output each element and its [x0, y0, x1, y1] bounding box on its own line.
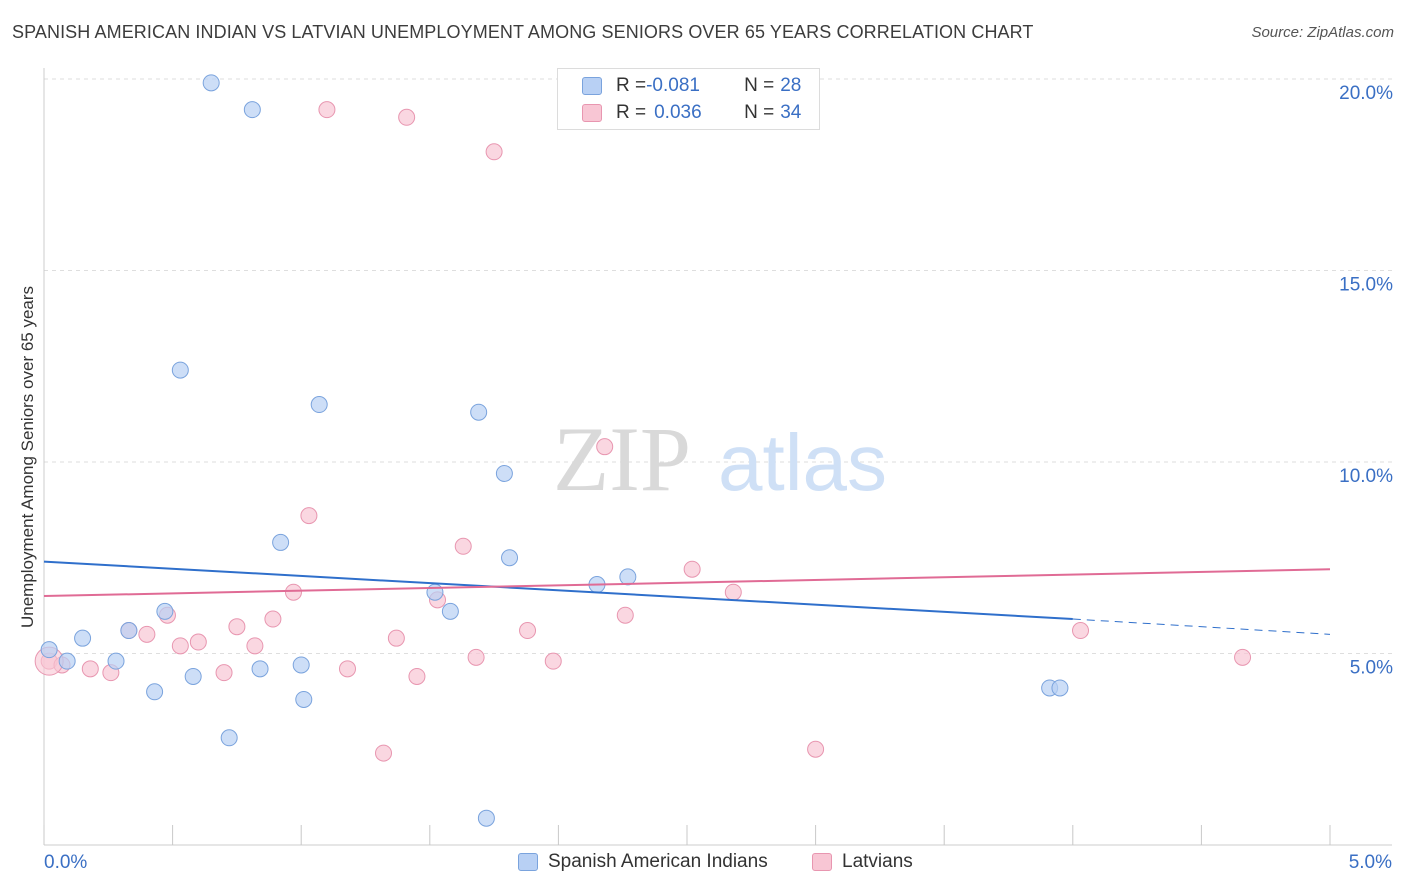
- spanish-american-indians-point: [477, 809, 495, 827]
- y-tick-label: 20.0%: [1339, 83, 1393, 104]
- series-legend-spanish-american-indians: Spanish American Indians: [518, 851, 768, 873]
- spanish-american-indians-point: [40, 641, 58, 659]
- legend-r-label: R =: [616, 75, 647, 96]
- latvians-point: [454, 537, 472, 555]
- latvians-point: [467, 648, 485, 666]
- spanish-american-indians-point: [1051, 679, 1069, 697]
- spanish-american-indians-point: [220, 729, 238, 747]
- latvians-point: [264, 610, 282, 628]
- latvians-point: [338, 660, 356, 678]
- spanish-american-indians-point: [501, 549, 519, 567]
- spanish-american-indians-trend-extension: [1072, 618, 1331, 635]
- correlation-legend: R = -0.081 N = 28 R = 0.036 N = 34: [557, 68, 820, 130]
- spanish-american-indians-point: [156, 602, 174, 620]
- x-tick-label-min: 0.0%: [44, 852, 88, 873]
- spanish-american-indians-point: [58, 652, 76, 670]
- latvians-point: [189, 633, 207, 651]
- legend-n-value: 28: [780, 75, 802, 96]
- legend-row-pink: R = 0.036 N = 34: [582, 101, 801, 125]
- legend-r-value: -0.081: [646, 75, 700, 96]
- spanish-american-indians-point: [146, 683, 164, 701]
- latvians-point: [318, 101, 336, 119]
- spanish-american-indians-point: [310, 396, 328, 414]
- spanish-american-indians-point: [441, 602, 459, 620]
- legend-swatch-pink: [582, 104, 602, 122]
- watermark-zip: ZIP: [553, 408, 691, 510]
- latvians-point: [387, 629, 405, 647]
- latvians-point: [724, 583, 742, 601]
- latvians-point: [616, 606, 634, 624]
- source-label: Source: ZipAtlas.com: [1251, 24, 1394, 41]
- spanish-american-indians-point: [292, 656, 310, 674]
- spanish-american-indians-point: [470, 403, 488, 421]
- watermark-atlas: atlas: [718, 418, 887, 507]
- spanish-american-indians-point: [107, 652, 125, 670]
- series-legend-latvians: Latvians: [812, 851, 913, 873]
- y-tick-labels: 5.0% 10.0% 15.0% 20.0%: [1339, 83, 1393, 679]
- spanish-american-indians-point: [74, 629, 92, 647]
- chart-title: SPANISH AMERICAN INDIAN VS LATVIAN UNEMP…: [12, 22, 1034, 42]
- latvians-point: [408, 667, 426, 685]
- latvians-point: [596, 438, 614, 456]
- gridlines: [44, 78, 1392, 654]
- latvians-point: [1234, 648, 1252, 666]
- spanish-american-indians-point: [120, 622, 138, 640]
- legend-r-value: 0.036: [654, 102, 702, 123]
- spanish-american-indians-point: [272, 533, 290, 551]
- spanish-american-indians-trend-line: [43, 560, 1073, 621]
- latvians-point: [485, 143, 503, 161]
- latvians-point: [375, 744, 393, 762]
- latvians-trend-line: [43, 568, 1331, 598]
- spanish-american-indians-point: [184, 667, 202, 685]
- latvians-point: [519, 622, 537, 640]
- spanish-american-indians-point: [295, 690, 313, 708]
- latvians-point: [398, 108, 416, 126]
- latvians-point: [215, 664, 233, 682]
- latvians-point: [138, 625, 156, 643]
- watermark: ZIP atlas: [553, 408, 887, 510]
- spanish-american-indians-points: [40, 74, 1069, 827]
- spanish-american-indians-point: [243, 101, 261, 119]
- legend-n-label: N =: [744, 75, 775, 96]
- latvians-point: [1072, 622, 1090, 640]
- spanish-american-indians-point: [202, 74, 220, 92]
- spanish-american-indians-point: [171, 361, 189, 379]
- latvians-point: [81, 660, 99, 678]
- spanish-american-indians-point: [251, 660, 269, 678]
- latvians-point: [300, 507, 318, 525]
- series-swatch-blue: [518, 853, 538, 871]
- y-tick-label: 5.0%: [1350, 658, 1393, 679]
- legend-n-value: 34: [780, 102, 802, 123]
- latvians-point: [284, 583, 302, 601]
- spanish-american-indians-point: [426, 583, 444, 601]
- axes: [43, 68, 1392, 846]
- series-legend-label: Spanish American Indians: [548, 851, 768, 872]
- latvians-point: [807, 740, 825, 758]
- legend-r-label: R =: [616, 102, 647, 123]
- spanish-american-indians-point: [619, 568, 637, 586]
- y-tick-label: 10.0%: [1339, 466, 1393, 487]
- latvians-point: [683, 560, 701, 578]
- series-swatch-pink: [812, 853, 832, 871]
- series-legend: Spanish American Indians Latvians: [0, 851, 1406, 877]
- legend-n-label: N =: [744, 102, 775, 123]
- series-legend-label: Latvians: [842, 851, 913, 872]
- legend-row-blue: R = -0.081 N = 28: [582, 74, 801, 98]
- x-tick-label-max: 5.0%: [1348, 852, 1392, 873]
- y-tick-label: 15.0%: [1339, 275, 1393, 296]
- latvians-point: [246, 637, 264, 655]
- latvians-point: [544, 652, 562, 670]
- trend-lines: [43, 560, 1331, 635]
- legend-swatch-blue: [582, 77, 602, 95]
- latvians-point: [171, 637, 189, 655]
- spanish-american-indians-point: [495, 464, 513, 482]
- latvians-point: [228, 618, 246, 636]
